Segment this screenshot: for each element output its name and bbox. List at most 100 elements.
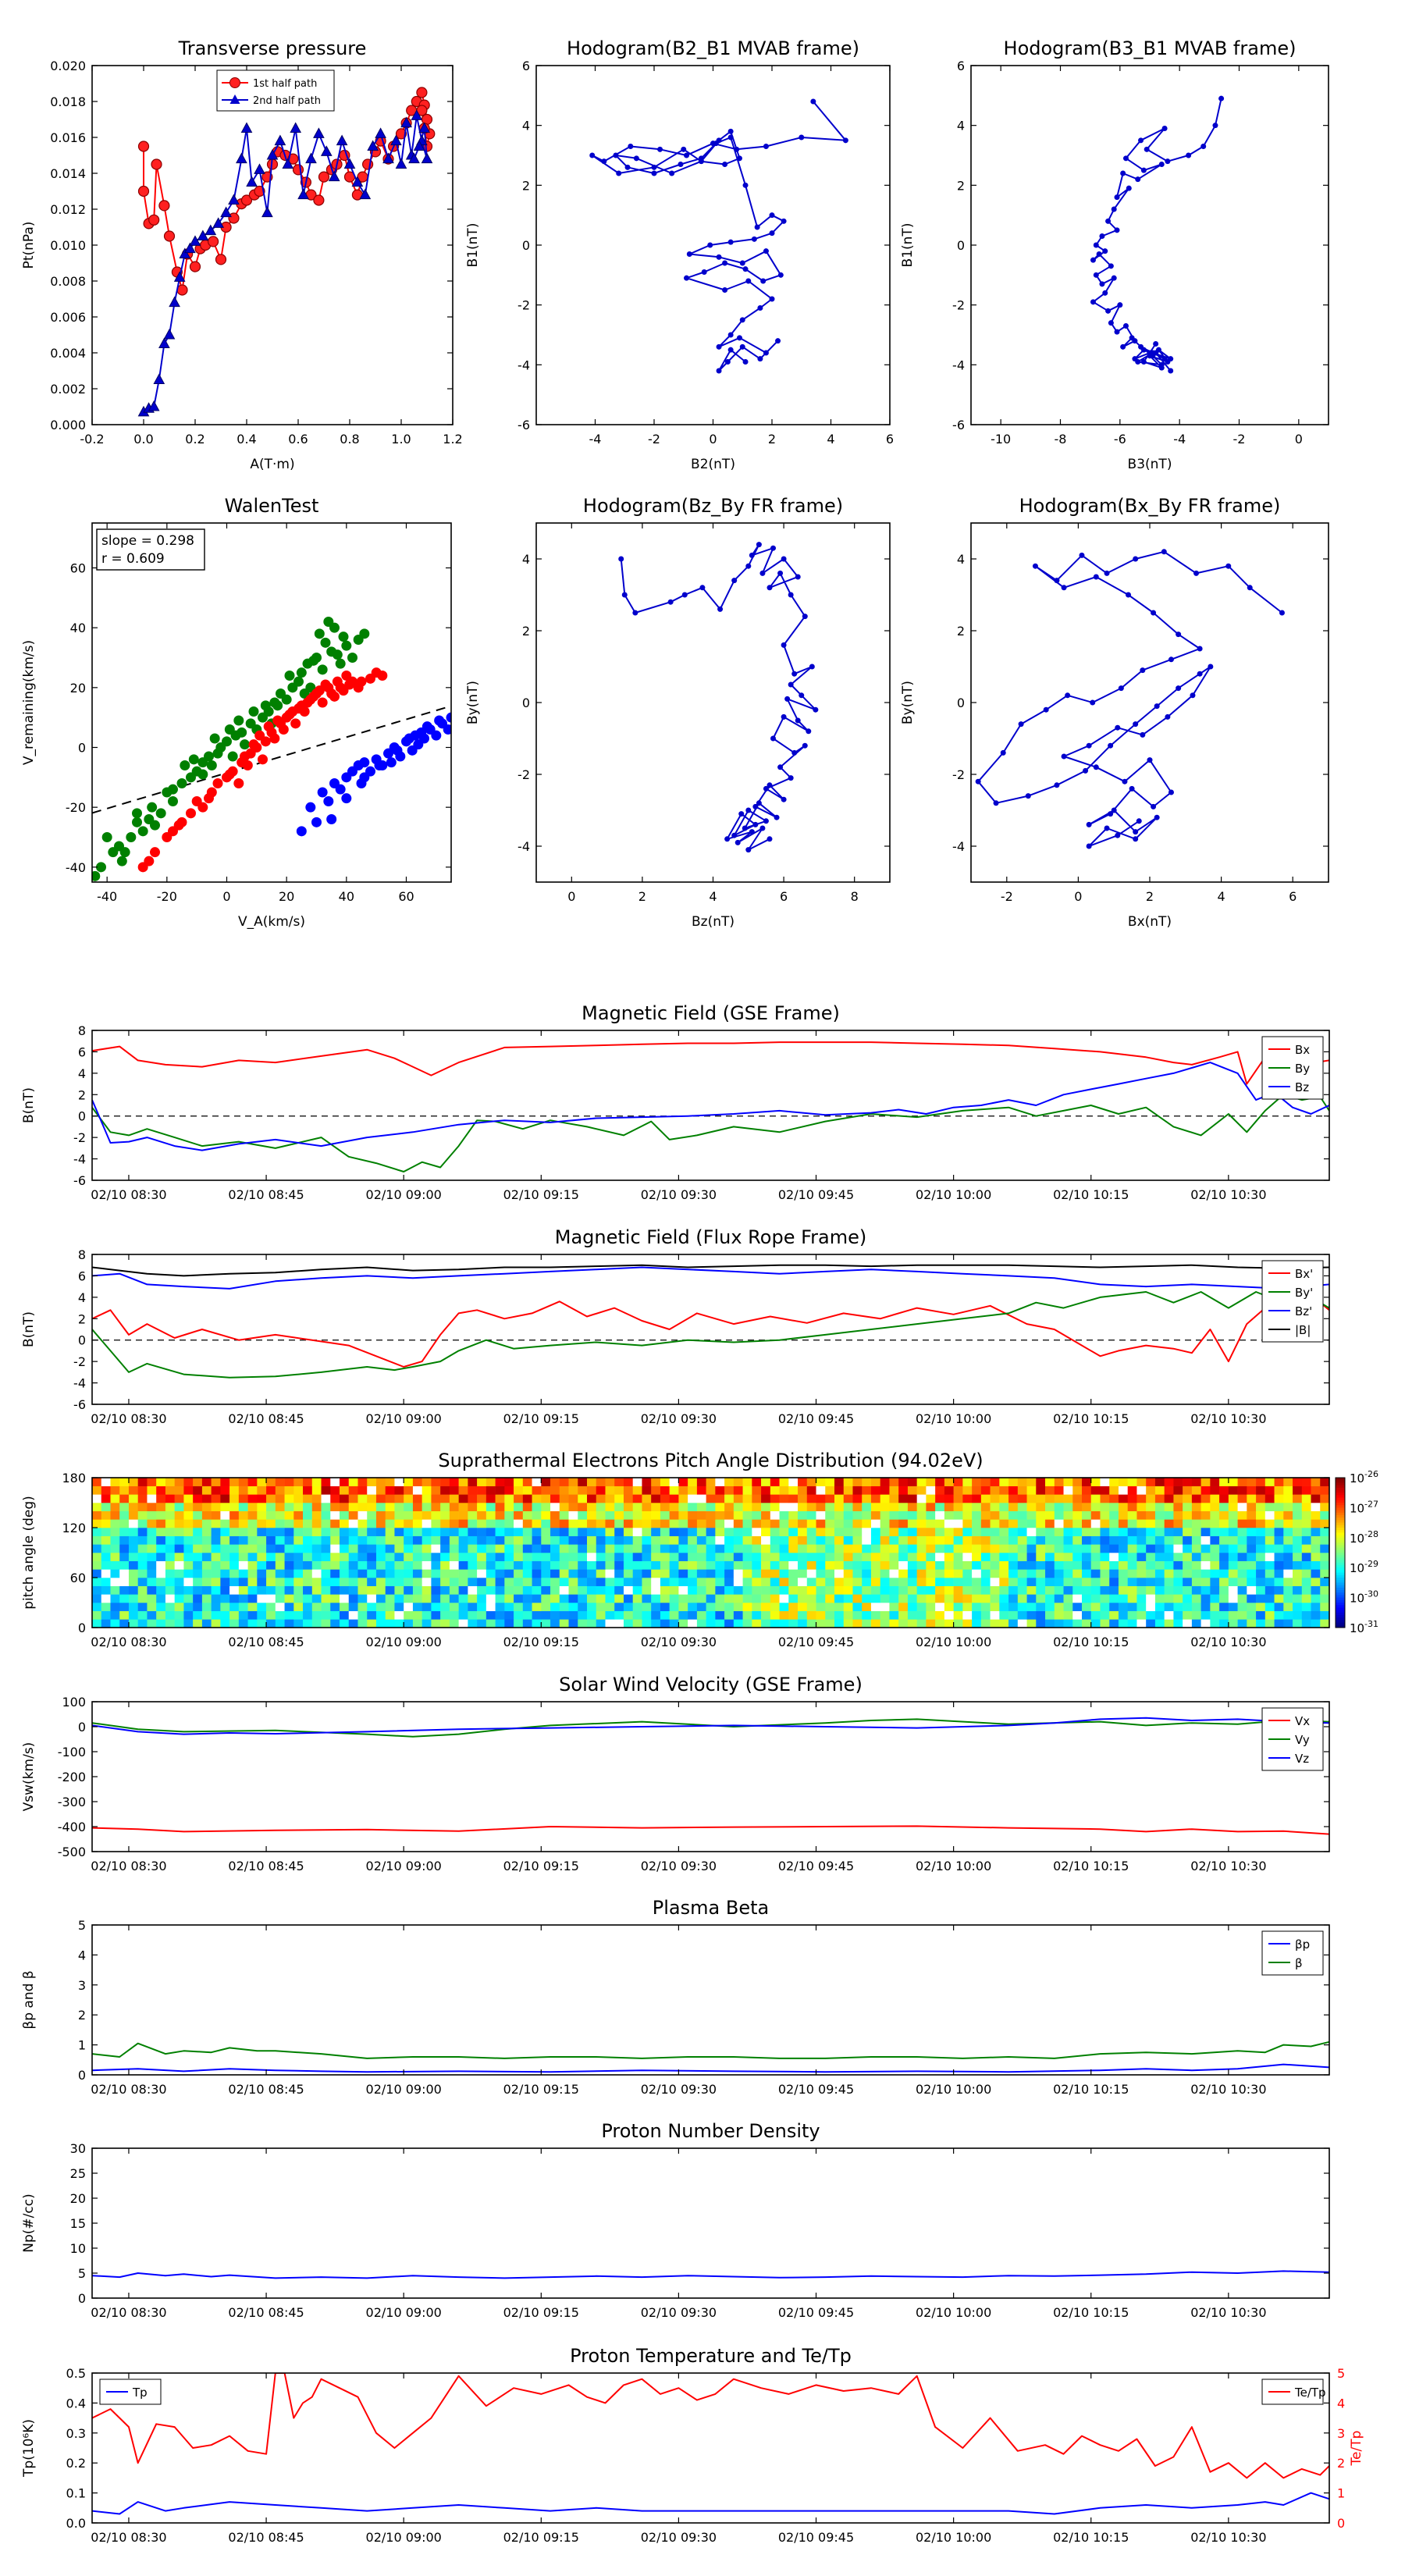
pad-cell — [715, 1603, 725, 1611]
pad-cell — [651, 1594, 661, 1603]
x-tick-label: 02/10 09:45 — [778, 1411, 854, 1426]
pad-cell — [340, 1485, 350, 1495]
pad-cell — [367, 1510, 377, 1520]
pad-cell — [183, 1553, 194, 1561]
pad-cell — [1063, 1510, 1073, 1520]
pad-cell — [495, 1578, 505, 1586]
pad-cell — [357, 1585, 368, 1595]
pad-cell — [1008, 1503, 1019, 1511]
pad-cell — [1274, 1510, 1284, 1520]
pad-cell — [724, 1560, 735, 1570]
pressure-point — [416, 87, 428, 98]
pad-cell — [532, 1603, 542, 1611]
colorbar-band — [1336, 1500, 1345, 1503]
pad-cell — [834, 1510, 845, 1520]
pad-cell — [92, 1535, 102, 1545]
pad-cell — [1118, 1569, 1128, 1578]
pad-cell — [907, 1619, 917, 1628]
x-tick-label: 02/10 10:00 — [916, 2530, 991, 2545]
hodogram-point — [1061, 585, 1067, 591]
pad-cell — [532, 1569, 542, 1578]
pad-cell — [696, 1510, 706, 1520]
pad-cell — [1090, 1519, 1101, 1528]
pad-cell — [1154, 1478, 1165, 1486]
pad-cell — [1256, 1528, 1266, 1536]
hodogram-point — [618, 556, 624, 562]
pad-cell — [412, 1544, 422, 1553]
pad-cell — [1210, 1503, 1220, 1511]
pad-cell — [779, 1569, 789, 1578]
pad-cell — [1301, 1503, 1311, 1511]
pad-cell — [706, 1578, 716, 1586]
pad-cell — [458, 1610, 468, 1620]
pad-cell — [916, 1585, 927, 1595]
pad-cell — [174, 1503, 184, 1511]
legend-label: Vy — [1295, 1733, 1310, 1747]
x-tick-label: 02/10 09:15 — [503, 1859, 579, 1873]
hodogram-point — [1083, 767, 1089, 774]
pad-cell — [990, 1569, 1000, 1578]
hodogram-point — [1135, 176, 1141, 183]
pad-cell — [1072, 1610, 1083, 1620]
pad-cell — [733, 1578, 743, 1586]
pad-cell — [1247, 1603, 1257, 1611]
walen-point-2 — [407, 745, 418, 756]
pad-cell — [412, 1494, 422, 1503]
hodogram-point — [751, 236, 757, 242]
colorbar-band — [1336, 1535, 1345, 1539]
hodogram-point — [781, 642, 787, 648]
pad-cell — [495, 1503, 505, 1511]
pad-cell — [477, 1569, 487, 1578]
pad-cell — [394, 1510, 404, 1520]
pad-cell — [357, 1544, 368, 1553]
pad-cell — [953, 1528, 963, 1536]
hodogram-point — [777, 570, 784, 576]
pad-cell — [1301, 1510, 1311, 1520]
pad-cell — [1293, 1535, 1303, 1545]
pad-cell — [706, 1510, 716, 1520]
series-line-0 — [92, 2492, 1329, 2515]
pad-cell — [275, 1478, 285, 1486]
pad-cell — [1036, 1610, 1046, 1620]
hodogram-point — [1208, 664, 1214, 670]
plot-area — [92, 2041, 1329, 2073]
pad-cell — [944, 1494, 954, 1503]
hodogram-point — [1140, 667, 1146, 674]
pad-cell — [788, 1503, 799, 1511]
colorbar-band — [1336, 1578, 1345, 1581]
y-tick-label: 0.018 — [50, 94, 86, 109]
pad-cell — [1219, 1619, 1229, 1628]
pad-cell — [394, 1619, 404, 1628]
pad-cell — [1082, 1603, 1092, 1611]
colorbar-band — [1336, 1580, 1345, 1583]
pad-cell — [1127, 1519, 1137, 1528]
pad-cell — [1100, 1594, 1110, 1603]
pad-cell — [962, 1585, 973, 1595]
pad-cell — [953, 1560, 963, 1570]
y-tick-label: -6 — [518, 418, 530, 432]
pad-cell — [375, 1510, 386, 1520]
pressure-point — [421, 152, 433, 164]
pad-cell — [1293, 1610, 1303, 1620]
pad-cell — [779, 1485, 789, 1495]
pad-cell — [220, 1519, 230, 1528]
pad-cell — [1173, 1510, 1183, 1520]
pad-cell — [1136, 1544, 1147, 1553]
x-tick-label: -8 — [1055, 432, 1067, 447]
pad-cell — [1183, 1619, 1193, 1628]
pad-cell — [898, 1510, 909, 1520]
pad-cell — [1054, 1535, 1064, 1545]
pad-cell — [816, 1603, 826, 1611]
pad-cell — [357, 1510, 368, 1520]
pad-cell — [788, 1478, 799, 1486]
pad-cell — [1283, 1485, 1293, 1495]
pad-cell — [183, 1585, 194, 1595]
pad-cell — [1154, 1553, 1165, 1561]
pad-cell — [696, 1503, 706, 1511]
pad-cell — [843, 1535, 853, 1545]
pad-cell — [578, 1594, 588, 1603]
pad-cell — [147, 1603, 157, 1611]
pad-cell — [742, 1510, 752, 1520]
pad-cell — [422, 1585, 432, 1595]
colorbar-tick-label: -30 — [1364, 1589, 1378, 1599]
